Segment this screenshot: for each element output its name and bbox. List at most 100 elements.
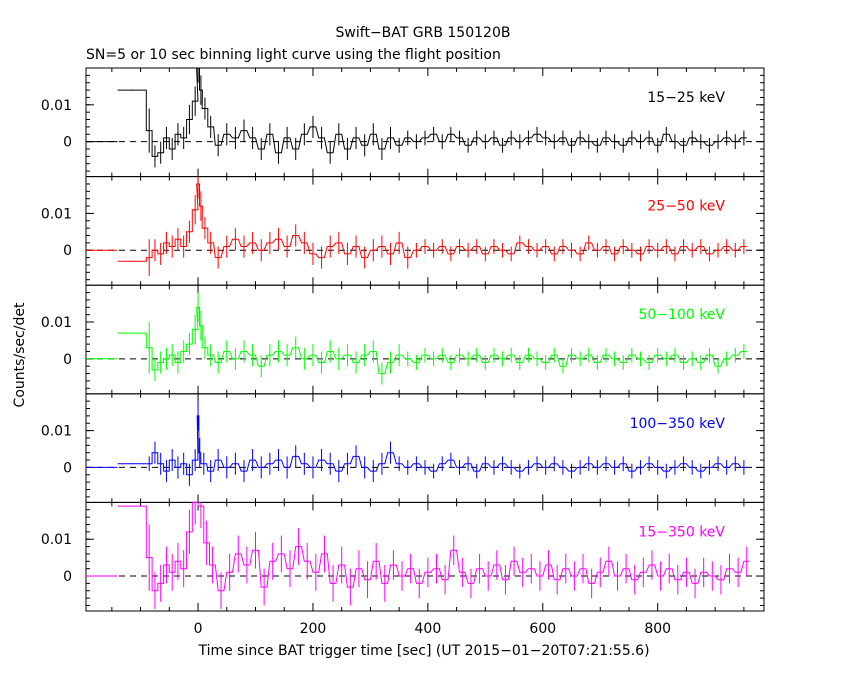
data-point — [539, 575, 541, 577]
data-point — [682, 245, 685, 248]
data-point — [553, 253, 555, 255]
data-point — [210, 126, 212, 128]
data-point — [226, 466, 228, 469]
data-point — [398, 144, 400, 146]
data-point — [199, 452, 201, 454]
data-point — [519, 361, 521, 364]
data-point — [389, 137, 392, 139]
data-point — [527, 245, 530, 248]
data-point — [295, 455, 297, 457]
data-point — [312, 253, 314, 255]
data-point — [389, 253, 392, 255]
data-point — [160, 361, 162, 364]
data-point — [372, 249, 374, 251]
data-point — [148, 463, 150, 465]
data-point — [458, 466, 461, 469]
data-point — [570, 249, 573, 251]
data-point — [277, 459, 280, 461]
data-point — [496, 564, 498, 566]
data-point — [254, 549, 257, 551]
data-point — [519, 141, 521, 143]
data-point — [605, 354, 607, 356]
data-point — [154, 590, 156, 592]
data-point — [527, 354, 530, 356]
data-point — [631, 470, 633, 472]
data-point — [588, 354, 590, 356]
data-point — [338, 242, 340, 244]
data-point — [596, 144, 598, 146]
data-point — [320, 459, 323, 461]
data-point — [639, 466, 642, 469]
data-point — [364, 256, 366, 259]
data-point — [536, 133, 538, 135]
panel-5: 0 0.01 15−350 keV — [41, 501, 765, 612]
data-point — [341, 564, 343, 566]
data-point — [591, 582, 593, 584]
band-label: 50−100 keV — [638, 307, 725, 323]
data-point — [407, 466, 409, 469]
data-point — [303, 358, 305, 360]
data-point — [614, 358, 616, 360]
data-point — [234, 358, 236, 360]
data-point — [329, 245, 331, 248]
x-tick-label: 0 — [194, 621, 203, 637]
data-point — [668, 568, 670, 570]
data-point — [476, 354, 478, 356]
data-point — [545, 361, 547, 364]
data-point — [165, 470, 168, 472]
data-point — [536, 463, 538, 465]
data-point — [631, 137, 633, 139]
data-point — [717, 365, 719, 367]
data-point — [277, 238, 280, 240]
data-point — [410, 568, 412, 570]
data-point — [556, 579, 558, 581]
data-point — [674, 253, 676, 255]
data-point — [717, 463, 719, 465]
data-point — [415, 249, 417, 251]
data-point — [252, 459, 254, 461]
data-point — [527, 137, 530, 139]
data-point — [588, 242, 590, 244]
data-point — [570, 354, 573, 356]
data-point — [210, 242, 212, 244]
data-point — [295, 234, 297, 237]
data-point — [346, 253, 349, 255]
data-point — [243, 245, 245, 248]
data-point — [243, 129, 245, 132]
data-point — [651, 564, 653, 566]
data-point — [200, 89, 202, 91]
data-point — [160, 152, 162, 154]
data-point — [691, 358, 693, 360]
data-point — [398, 242, 400, 244]
data-point — [570, 470, 573, 472]
data-point — [536, 358, 538, 360]
data-point — [665, 470, 667, 472]
data-point — [260, 249, 262, 251]
x-axis-label: Time since BAT trigger time [sec] (UT 20… — [197, 643, 649, 659]
data-point — [444, 579, 446, 581]
data-point — [346, 148, 349, 150]
data-point — [197, 415, 199, 417]
data-point — [407, 358, 409, 360]
data-point — [691, 137, 693, 139]
panel-frame — [85, 67, 765, 178]
data-point — [200, 325, 202, 327]
data-point — [381, 372, 383, 375]
data-point — [346, 463, 349, 465]
data-point — [171, 354, 173, 356]
data-point — [252, 137, 254, 139]
data-point — [269, 133, 271, 135]
data-point — [433, 358, 435, 360]
data-point — [726, 137, 728, 139]
data-point — [708, 144, 711, 146]
data-point — [243, 350, 245, 353]
data-point — [441, 141, 443, 143]
data-point — [312, 126, 314, 128]
data-point — [553, 141, 555, 143]
data-point — [188, 474, 191, 476]
data-point — [691, 466, 693, 469]
data-point — [527, 466, 530, 469]
data-point — [372, 133, 374, 135]
data-point — [237, 553, 239, 555]
data-point — [329, 152, 331, 154]
